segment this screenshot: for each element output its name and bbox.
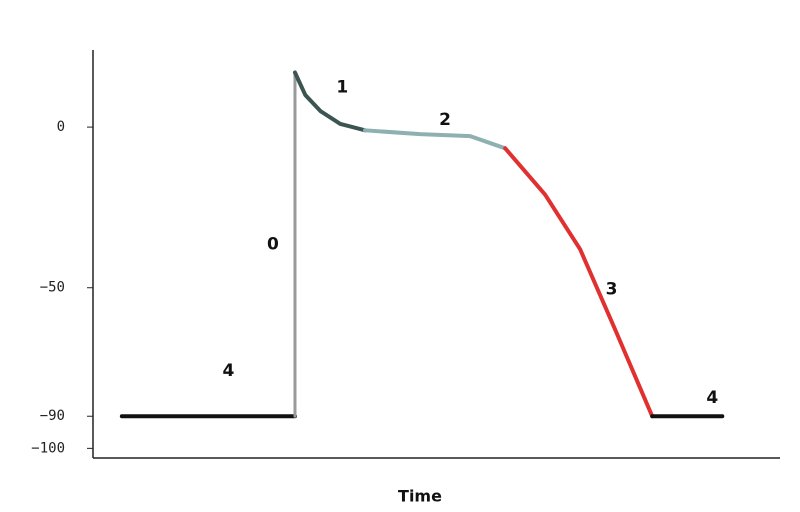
phase-label: 1 <box>336 77 348 97</box>
y-tick-label: −100 <box>31 440 65 456</box>
phase-label: 4 <box>222 361 234 381</box>
y-tick-label: −50 <box>40 280 65 296</box>
phase-label: 2 <box>439 110 451 130</box>
y-tick-label: 0 <box>57 119 65 135</box>
phase-line <box>292 70 368 133</box>
phase-label: 3 <box>606 279 618 299</box>
phase-label: 0 <box>267 234 279 254</box>
phase-label: 4 <box>706 388 718 408</box>
phase-line <box>503 146 655 419</box>
y-tick-label: −90 <box>40 408 65 424</box>
phase-line <box>363 128 508 151</box>
x-axis-label: Time <box>398 487 442 506</box>
